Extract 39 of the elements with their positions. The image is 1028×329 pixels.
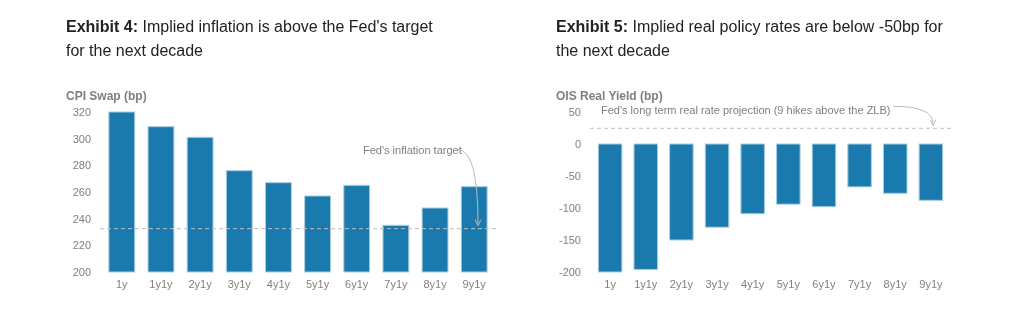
x-tick-label: 2y1y (188, 278, 213, 290)
y-tick-label: -50 (565, 169, 581, 182)
y-tick-label: -200 (558, 265, 581, 278)
x-tick-label: 8y1y (883, 278, 908, 290)
x-tick-label: 3y1y (227, 278, 252, 290)
x-tick-label: 1y1y (634, 278, 658, 290)
x-tick-label: 4y1y (266, 278, 291, 290)
x-tick-label: 3y1y (705, 278, 730, 290)
y-axis-title: OIS Real Yield (bp) (556, 89, 663, 103)
x-tick-label: 5y1y (305, 278, 330, 290)
x-tick-label: 1y (604, 278, 617, 290)
x-tick-label: 9y1y (462, 278, 487, 290)
y-tick-label: 0 (574, 137, 581, 150)
ref-line-label: Fed's inflation target (363, 143, 462, 156)
x-tick-label: 1y1y (149, 278, 174, 290)
chart-title: Exhibit 4: Implied inflation is above the Fed's target for the next decade (66, 18, 434, 59)
x-tick-label: 5y1y (776, 278, 801, 290)
x-tick-label: 1y (115, 278, 129, 290)
x-tick-label: 9y1y (919, 278, 943, 290)
x-tick-label: 8y1y (423, 278, 448, 290)
y-tick-label: 50 (568, 105, 581, 118)
y-tick-label: 300 (72, 132, 91, 145)
y-tick-label: 200 (72, 265, 91, 278)
y-tick-label: 240 (72, 212, 91, 225)
x-tick-label: 4y1y (741, 278, 765, 290)
y-tick-label: 280 (72, 159, 91, 172)
x-tick-label: 2y1y (669, 278, 694, 290)
chart-title: Exhibit 5: Implied real policy rates are below -50bp for the next decade (556, 18, 944, 59)
y-tick-label: -150 (558, 233, 581, 246)
y-tick-label: 260 (72, 185, 91, 198)
y-axis-title: CPI Swap (bp) (66, 89, 147, 103)
x-tick-label: 7y1y (847, 278, 872, 290)
y-tick-label: 320 (72, 105, 91, 118)
x-tick-label: 6y1y (812, 278, 837, 290)
legend-label: Fed's long term real rate projection (9 hikes above the ZLB) (601, 104, 891, 117)
x-tick-label: 6y1y (345, 278, 369, 290)
y-tick-label: 220 (72, 239, 91, 252)
y-tick-label: -100 (558, 201, 581, 214)
x-tick-label: 7y1y (384, 278, 408, 290)
